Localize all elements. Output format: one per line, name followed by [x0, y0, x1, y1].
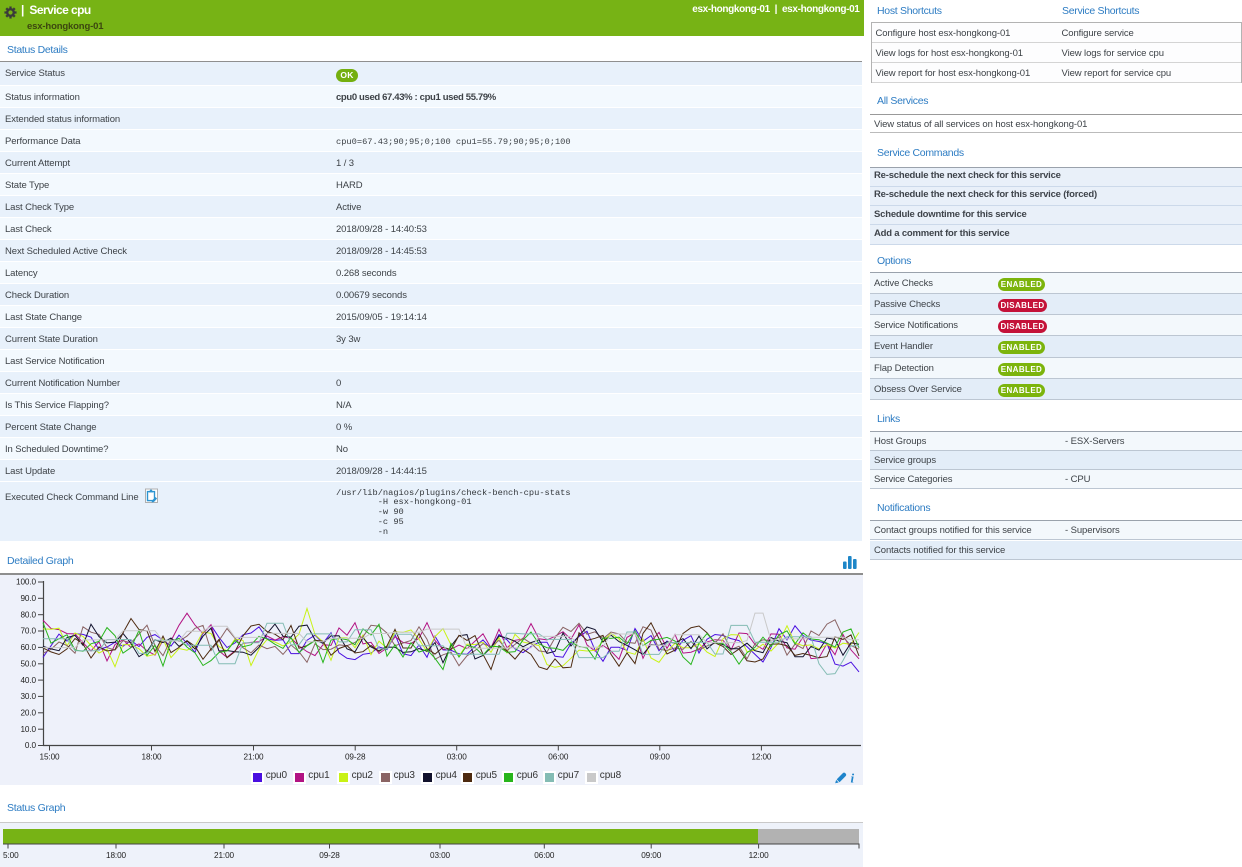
svg-text:50.0: 50.0 — [20, 660, 36, 669]
svg-text:09:00: 09:00 — [641, 851, 662, 860]
svg-text:30.0: 30.0 — [20, 692, 36, 701]
svg-text:5:00: 5:00 — [3, 851, 19, 860]
svg-text:20.0: 20.0 — [20, 709, 36, 718]
svg-text:i: i — [851, 771, 855, 786]
svg-text:70.0: 70.0 — [20, 627, 36, 636]
svg-text:21:00: 21:00 — [214, 851, 235, 860]
svg-text:03:00: 03:00 — [430, 851, 451, 860]
svg-text:09-28: 09-28 — [319, 851, 340, 860]
svg-text:09-28: 09-28 — [345, 753, 366, 762]
svg-text:12:00: 12:00 — [751, 753, 772, 762]
svg-text:18:00: 18:00 — [142, 753, 163, 762]
svg-text:90.0: 90.0 — [20, 594, 36, 603]
svg-text:40.0: 40.0 — [20, 676, 36, 685]
svg-text:15:00: 15:00 — [40, 753, 61, 762]
svg-text:80.0: 80.0 — [20, 610, 36, 619]
svg-text:12:00: 12:00 — [749, 851, 770, 860]
svg-text:100.0: 100.0 — [16, 578, 37, 587]
svg-text:03:00: 03:00 — [447, 753, 468, 762]
svg-text:21:00: 21:00 — [244, 753, 265, 762]
svg-text:60.0: 60.0 — [20, 643, 36, 652]
svg-text:06:00: 06:00 — [534, 851, 555, 860]
svg-text:06:00: 06:00 — [548, 753, 569, 762]
svg-text:0.0: 0.0 — [25, 741, 37, 750]
svg-text:09:00: 09:00 — [650, 753, 671, 762]
svg-text:18:00: 18:00 — [106, 851, 127, 860]
svg-text:10.0: 10.0 — [20, 725, 36, 734]
